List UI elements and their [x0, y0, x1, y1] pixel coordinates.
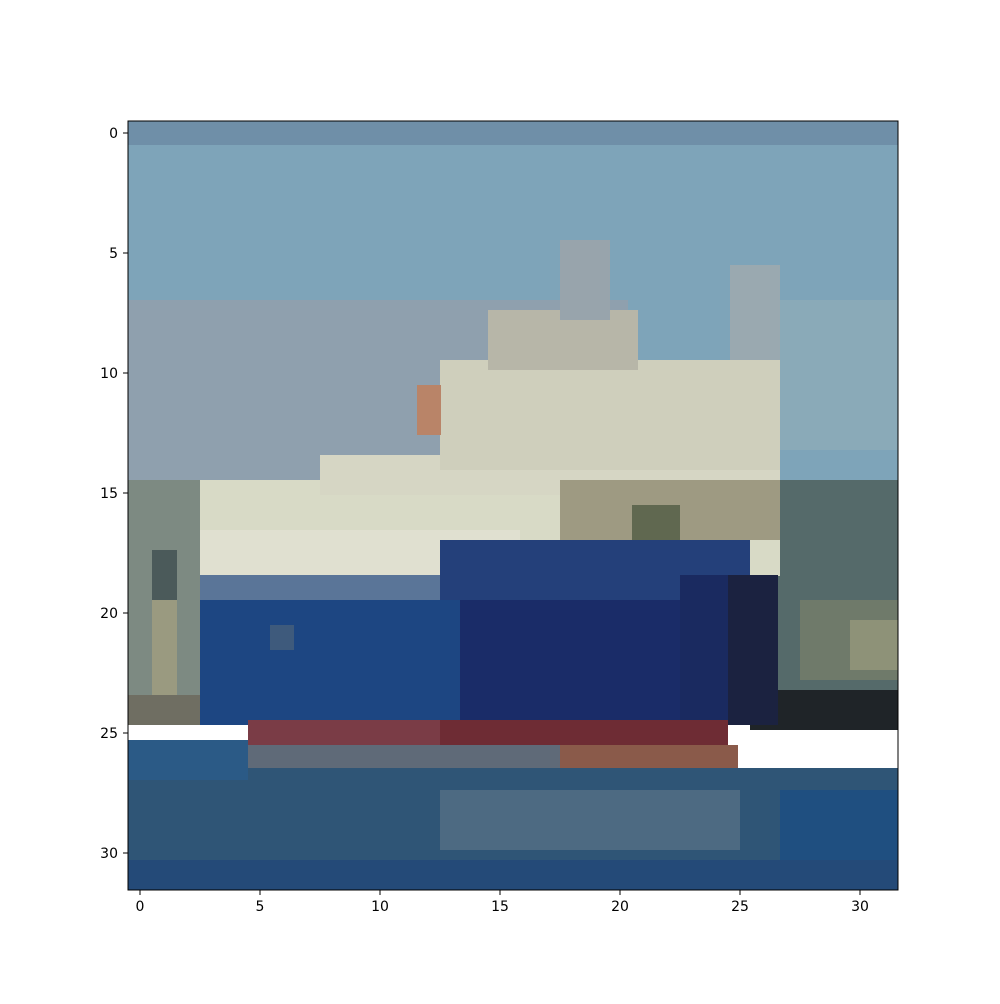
y-tick-label: 25	[100, 726, 118, 742]
x-tick-label: 25	[731, 899, 749, 915]
axes-frame	[127, 120, 899, 891]
x-tick-label: 0	[136, 899, 145, 915]
x-tick-label: 5	[256, 899, 265, 915]
y-tick-label: 0	[109, 126, 118, 142]
x-tick-label: 10	[371, 899, 389, 915]
y-axis: 0 5 10 15 20 25 30	[100, 126, 128, 862]
ship-image	[128, 121, 898, 890]
y-tick-label: 15	[100, 486, 118, 502]
y-tick-label: 20	[100, 606, 118, 622]
x-tick-label: 20	[611, 899, 629, 915]
x-tick-label: 15	[491, 899, 509, 915]
y-tick-label: 10	[100, 366, 118, 382]
y-tick-label: 5	[109, 246, 118, 262]
x-axis: 0 5 10 15 20 25 30	[136, 890, 869, 915]
y-tick-label: 30	[100, 846, 118, 862]
x-tick-label: 30	[851, 899, 869, 915]
